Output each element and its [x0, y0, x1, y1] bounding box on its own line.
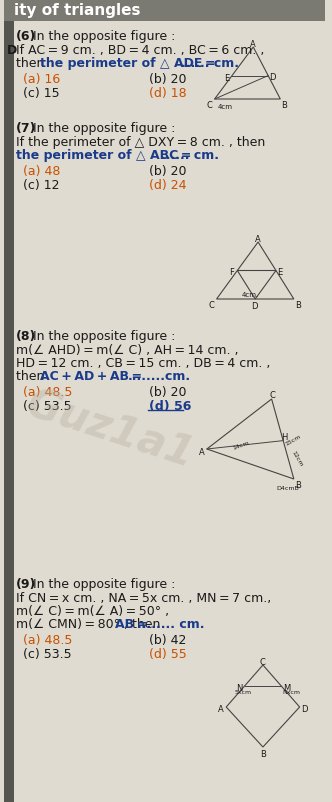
Text: C: C — [209, 301, 215, 310]
Text: D: D — [269, 72, 276, 82]
Text: (6): (6) — [16, 30, 36, 43]
Text: ity of triangles: ity of triangles — [14, 3, 140, 18]
Text: 12cm: 12cm — [290, 449, 303, 467]
Text: (d) 56: (d) 56 — [149, 399, 191, 412]
Text: In the opposite figure :: In the opposite figure : — [33, 122, 175, 135]
Text: Guz1a1: Guz1a1 — [21, 383, 200, 476]
Text: (c) 12: (c) 12 — [23, 179, 60, 192]
Text: (a) 48.5: (a) 48.5 — [23, 634, 73, 646]
Text: 14cm: 14cm — [231, 440, 250, 451]
Text: ...... cm.: ...... cm. — [181, 57, 239, 70]
FancyBboxPatch shape — [4, 0, 325, 22]
Text: (b) 20: (b) 20 — [149, 73, 187, 86]
Text: D4cmB: D4cmB — [277, 485, 299, 490]
Text: (a) 16: (a) 16 — [23, 73, 61, 86]
Text: (a) 48.5: (a) 48.5 — [23, 386, 73, 399]
Text: M: M — [283, 683, 290, 692]
Text: (d) 55: (d) 55 — [149, 647, 187, 660]
Text: C: C — [270, 391, 276, 399]
Text: then: then — [16, 370, 48, 383]
Text: B: B — [295, 480, 301, 489]
FancyBboxPatch shape — [4, 22, 14, 802]
Text: (8): (8) — [16, 330, 36, 342]
Text: m(∠ CMN) = 80° , then: m(∠ CMN) = 80° , then — [16, 618, 164, 630]
Text: D: D — [7, 44, 17, 57]
Text: C: C — [207, 101, 213, 110]
Text: (9): (9) — [16, 577, 36, 590]
Text: H: H — [281, 432, 288, 441]
Text: (d) 18: (d) 18 — [149, 87, 187, 100]
Text: (c) 15: (c) 15 — [23, 87, 60, 100]
Text: F: F — [230, 268, 234, 277]
Text: C: C — [259, 657, 265, 666]
Text: 4cm.: 4cm. — [242, 292, 259, 298]
Text: m(∠ AHD) = m(∠ C) , AH = 14 cm. ,: m(∠ AHD) = m(∠ C) , AH = 14 cm. , — [16, 343, 238, 357]
Text: (7): (7) — [16, 122, 36, 135]
Text: D: D — [301, 704, 308, 713]
Text: (a) 48: (a) 48 — [23, 164, 61, 178]
Text: In the opposite figure :: In the opposite figure : — [33, 30, 175, 43]
Text: (b) 20: (b) 20 — [149, 164, 187, 178]
Text: ........cm.: ........cm. — [128, 370, 191, 383]
Text: then: then — [16, 57, 48, 70]
Text: AC + AD + AB =: AC + AD + AB = — [40, 370, 144, 383]
Text: In the opposite figure :: In the opposite figure : — [33, 330, 175, 342]
Text: AB =: AB = — [115, 618, 150, 630]
Text: 15cm: 15cm — [285, 433, 302, 446]
Text: A: A — [250, 40, 256, 49]
Text: ...... cm.: ...... cm. — [161, 149, 219, 162]
Text: B: B — [295, 301, 301, 310]
Text: In the opposite figure :: In the opposite figure : — [33, 577, 175, 590]
Text: N: N — [236, 683, 242, 692]
Text: A: A — [217, 704, 223, 713]
Text: D: D — [251, 302, 258, 310]
Text: E: E — [277, 268, 282, 277]
Text: 5xcm: 5xcm — [235, 689, 252, 695]
Text: If the perimeter of △ DXY = 8 cm. , then: If the perimeter of △ DXY = 8 cm. , then — [16, 136, 265, 149]
Text: (b) 42: (b) 42 — [149, 634, 186, 646]
Text: (b) 20: (b) 20 — [149, 386, 187, 399]
Text: HD = 12 cm. , CB = 15 cm. , DB = 4 cm. ,: HD = 12 cm. , CB = 15 cm. , DB = 4 cm. , — [16, 357, 270, 370]
Text: If CN = x cm. , NA = 5x cm. , MN = 7 cm.,: If CN = x cm. , NA = 5x cm. , MN = 7 cm.… — [16, 591, 271, 604]
Text: (c) 53.5: (c) 53.5 — [23, 647, 72, 660]
Text: the perimeter of △ ABC =: the perimeter of △ ABC = — [16, 149, 194, 162]
Text: (d) 24: (d) 24 — [149, 179, 187, 192]
Text: ........ cm.: ........ cm. — [137, 618, 205, 630]
Text: E: E — [224, 74, 229, 83]
Text: 4cm: 4cm — [217, 104, 232, 110]
Text: the perimeter of △ ADE =: the perimeter of △ ADE = — [40, 57, 215, 70]
Text: m(∠ C) = m(∠ A) = 50° ,: m(∠ C) = m(∠ A) = 50° , — [16, 604, 169, 618]
Text: A: A — [255, 235, 261, 244]
Text: B: B — [260, 749, 266, 758]
Text: If AC = 9 cm. , BD = 4 cm. , BC = 6 cm. ,: If AC = 9 cm. , BD = 4 cm. , BC = 6 cm. … — [16, 44, 264, 57]
Text: A: A — [199, 448, 205, 456]
Text: Nxcm: Nxcm — [282, 689, 300, 695]
Text: B: B — [281, 101, 287, 110]
Text: (c) 53.5: (c) 53.5 — [23, 399, 72, 412]
